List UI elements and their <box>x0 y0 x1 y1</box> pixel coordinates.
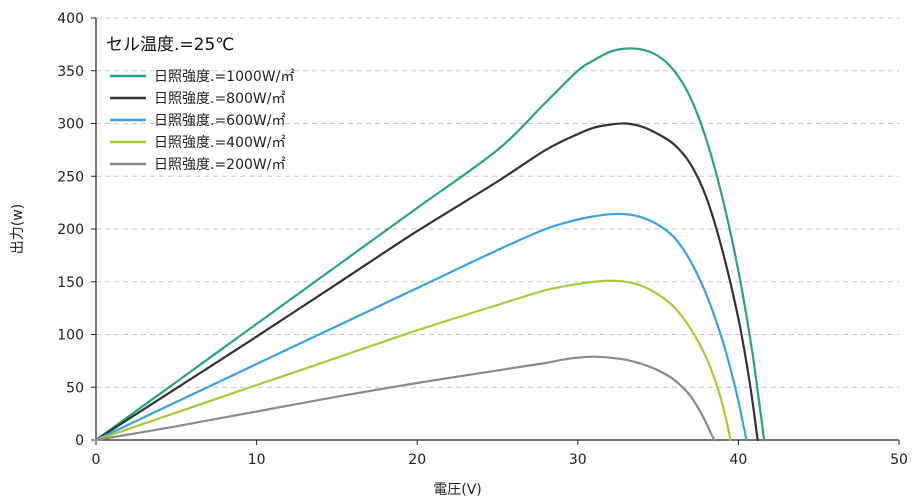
series-line-3 <box>94 279 732 442</box>
legend: 日照強度.=1000W/㎡日照強度.=800W/㎡日照強度.=600W/㎡日照強… <box>110 69 294 173</box>
series-group <box>94 47 766 442</box>
y-tick-label: 400 <box>57 11 84 27</box>
y-tick-label: 250 <box>57 169 84 185</box>
legend-label: 日照強度.=400W/㎡ <box>154 135 285 151</box>
y-tick-label: 150 <box>57 275 84 291</box>
series-line-1 <box>94 122 759 442</box>
y-tick-label: 350 <box>57 64 84 80</box>
temperature-annotation: セル温度.=25℃ <box>106 35 234 55</box>
tick-labels: 0 10 20 30 40 50 0 50 100 150 200 250 300 350 400 <box>57 11 908 468</box>
legend-label: 日照強度.=1000W/㎡ <box>154 69 294 85</box>
y-tick-label: 100 <box>57 328 84 344</box>
series-line-2 <box>94 212 748 442</box>
x-tick-label: 30 <box>569 452 587 468</box>
x-tick-label: 50 <box>890 452 908 468</box>
x-tick-label: 10 <box>248 452 266 468</box>
series-line-4 <box>94 355 716 442</box>
y-tick-label: 50 <box>66 380 84 396</box>
grid <box>96 17 899 388</box>
y-axis-title: 出力(w) <box>10 204 26 254</box>
legend-label: 日照強度.=600W/㎡ <box>154 113 285 129</box>
x-tick-label: 0 <box>92 452 101 468</box>
series-line-0 <box>94 47 766 442</box>
x-tick-label: 40 <box>729 452 747 468</box>
y-tick-label: 300 <box>57 117 84 133</box>
y-tick-label: 0 <box>75 433 84 449</box>
x-tick-label: 20 <box>408 452 426 468</box>
legend-label: 日照強度.=200W/㎡ <box>154 157 285 173</box>
legend-label: 日照強度.=800W/㎡ <box>154 91 285 107</box>
y-tick-label: 200 <box>57 222 84 238</box>
x-axis-title: 電圧(V) <box>433 482 482 498</box>
